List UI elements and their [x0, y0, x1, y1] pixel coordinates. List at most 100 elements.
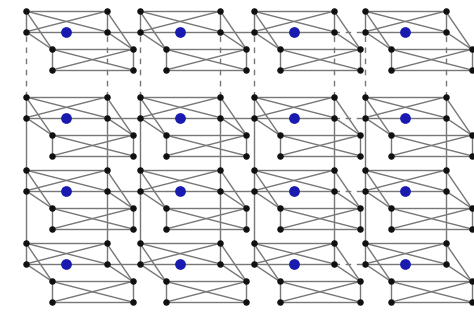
Point	[330, 94, 338, 100]
Point	[442, 188, 449, 193]
Point	[361, 168, 369, 173]
Point	[330, 29, 338, 34]
Point	[162, 153, 170, 158]
Point	[129, 279, 137, 284]
Point	[136, 188, 144, 193]
Point	[103, 115, 110, 120]
Point	[442, 168, 449, 173]
Point	[22, 168, 30, 173]
Point	[136, 9, 144, 14]
Point	[48, 133, 56, 138]
Point	[217, 9, 224, 14]
Point	[103, 241, 110, 246]
Point	[243, 47, 250, 52]
Point	[250, 29, 257, 34]
Point	[290, 29, 298, 34]
Point	[103, 9, 110, 14]
Point	[129, 133, 137, 138]
Point	[468, 47, 474, 52]
Point	[103, 188, 110, 193]
Point	[442, 241, 449, 246]
Point	[217, 168, 224, 173]
Point	[387, 133, 395, 138]
Point	[442, 94, 449, 100]
Point	[356, 133, 364, 138]
Point	[136, 261, 144, 266]
Point	[468, 226, 474, 232]
Point	[276, 133, 283, 138]
Point	[330, 188, 338, 193]
Point	[356, 226, 364, 232]
Point	[330, 9, 338, 14]
Point	[387, 47, 395, 52]
Point	[330, 261, 338, 266]
Point	[276, 279, 283, 284]
Point	[290, 188, 298, 193]
Point	[243, 300, 250, 305]
Point	[401, 261, 409, 266]
Point	[468, 67, 474, 73]
Point	[243, 153, 250, 158]
Point	[250, 241, 257, 246]
Point	[250, 261, 257, 266]
Point	[162, 133, 170, 138]
Point	[129, 226, 137, 232]
Point	[162, 206, 170, 211]
Point	[217, 241, 224, 246]
Point	[387, 279, 395, 284]
Point	[129, 206, 137, 211]
Point	[276, 300, 283, 305]
Point	[243, 133, 250, 138]
Point	[356, 67, 364, 73]
Point	[250, 94, 257, 100]
Point	[103, 94, 110, 100]
Point	[330, 168, 338, 173]
Point	[361, 9, 369, 14]
Point	[356, 300, 364, 305]
Point	[48, 279, 56, 284]
Point	[136, 168, 144, 173]
Point	[387, 226, 395, 232]
Point	[176, 261, 184, 266]
Point	[330, 115, 338, 120]
Point	[243, 67, 250, 73]
Point	[276, 67, 283, 73]
Point	[330, 241, 338, 246]
Point	[243, 206, 250, 211]
Point	[217, 115, 224, 120]
Point	[63, 115, 70, 120]
Point	[103, 168, 110, 173]
Point	[356, 206, 364, 211]
Point	[22, 9, 30, 14]
Point	[176, 115, 184, 120]
Point	[176, 29, 184, 34]
Point	[276, 47, 283, 52]
Point	[250, 115, 257, 120]
Point	[276, 206, 283, 211]
Point	[217, 188, 224, 193]
Point	[129, 47, 137, 52]
Point	[468, 153, 474, 158]
Point	[48, 67, 56, 73]
Point	[387, 300, 395, 305]
Point	[250, 168, 257, 173]
Point	[162, 226, 170, 232]
Point	[22, 29, 30, 34]
Point	[48, 153, 56, 158]
Point	[468, 279, 474, 284]
Point	[136, 241, 144, 246]
Point	[136, 29, 144, 34]
Point	[129, 300, 137, 305]
Point	[401, 29, 409, 34]
Point	[243, 279, 250, 284]
Point	[290, 115, 298, 120]
Point	[129, 153, 137, 158]
Point	[48, 206, 56, 211]
Point	[162, 279, 170, 284]
Point	[387, 67, 395, 73]
Point	[63, 29, 70, 34]
Point	[356, 153, 364, 158]
Point	[276, 153, 283, 158]
Point	[162, 47, 170, 52]
Point	[468, 300, 474, 305]
